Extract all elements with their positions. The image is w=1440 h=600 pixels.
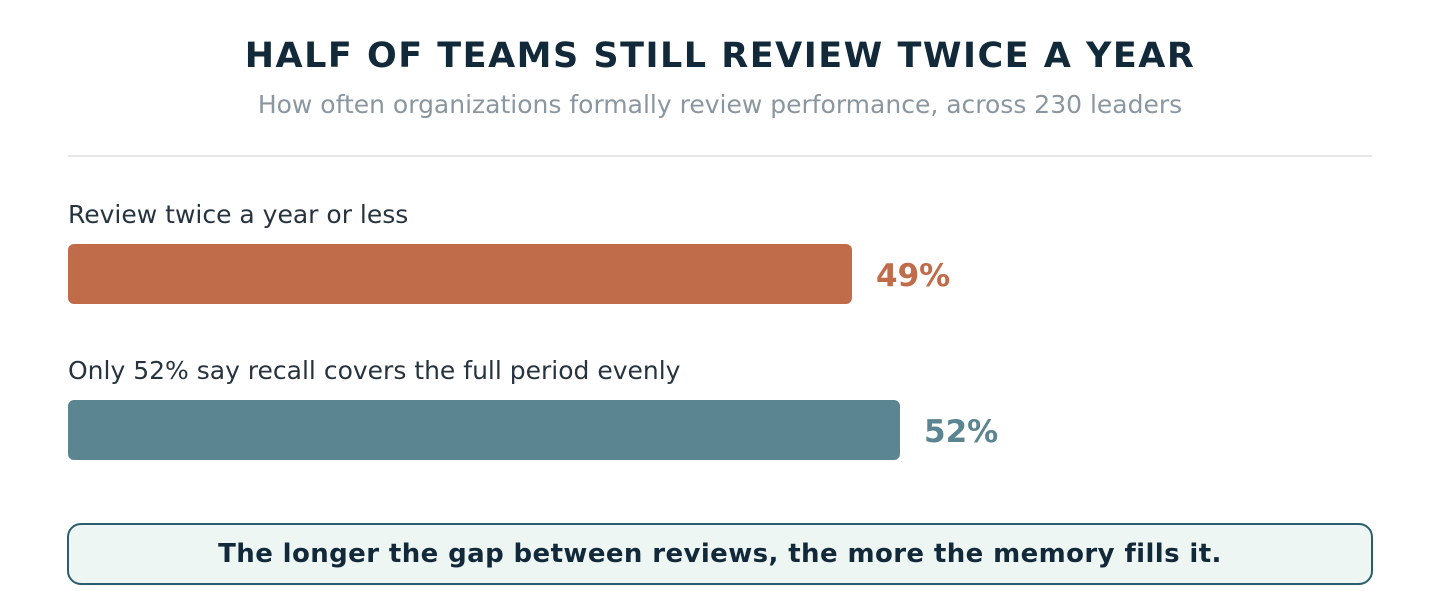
callout-text: The longer the gap between reviews, the … [218, 539, 1222, 569]
bar-value-label: 49% [876, 258, 951, 294]
bar-value-label: 52% [924, 414, 999, 450]
bar [68, 400, 900, 460]
chart-subtitle: How often organizations formally review … [257, 90, 1183, 119]
bar [68, 244, 852, 304]
callout-box: The longer the gap between reviews, the … [67, 523, 1373, 585]
chart-title: HALF OF TEAMS STILL REVIEW TWICE A YEAR [244, 36, 1196, 76]
bar-label: Review twice a year or less [68, 200, 409, 229]
bar-label: Only 52% say recall covers the full peri… [68, 356, 681, 385]
header-divider [68, 155, 1372, 157]
